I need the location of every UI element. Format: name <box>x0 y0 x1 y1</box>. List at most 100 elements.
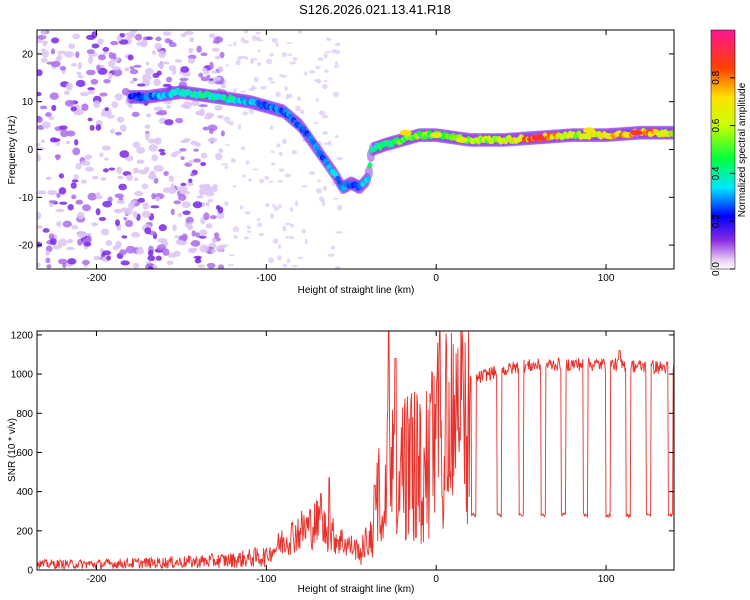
snr-plot-area <box>37 331 674 570</box>
spectrogram-noise-speckle <box>212 40 220 44</box>
spectrogram-noise-speckle <box>154 137 162 145</box>
spectrogram-noise-speckle <box>221 163 229 166</box>
spectrogram-noise-speckle <box>244 211 251 215</box>
spectrogram-noise-speckle <box>50 48 56 55</box>
spectrogram-xtick-label: -100 <box>256 273 276 284</box>
spectrogram-noise-speckle <box>225 120 231 124</box>
spectrogram-noise-speckle <box>62 220 73 228</box>
spectrogram-noise-speckle <box>106 255 111 261</box>
spectrogram-noise-speckle <box>248 108 255 115</box>
colorbar-tick-label: 0.4 <box>711 166 722 180</box>
spectrogram-noise-speckle <box>213 76 222 82</box>
spectrogram-noise-speckle <box>228 254 235 257</box>
spectrogram-hotspot <box>532 134 545 141</box>
spectrogram-noise-speckle <box>92 175 99 180</box>
spectrogram-noise-speckle <box>97 54 106 61</box>
spectrogram-noise-speckle <box>193 148 199 152</box>
spectrogram-noise-speckle <box>277 180 283 183</box>
spectrogram-noise-speckle <box>180 156 185 161</box>
spectrogram-noise-speckle <box>200 152 208 159</box>
spectrogram-noise-speckle <box>133 262 140 269</box>
spectrogram-noise-speckle <box>116 199 126 204</box>
spectrogram-noise-speckle <box>204 185 212 192</box>
spectrogram-noise-speckle <box>214 80 224 85</box>
spectrogram-noise-speckle <box>286 258 291 263</box>
spectrogram-noise-speckle <box>41 139 46 143</box>
spectrogram-noise-speckle <box>188 47 194 54</box>
spectrogram-noise-speckle <box>103 78 111 84</box>
spectrogram-noise-speckle <box>111 101 119 109</box>
spectrogram-noise-speckle <box>217 264 225 269</box>
spectrogram-noise-speckle <box>335 231 343 234</box>
spectrogram-noise-speckle <box>308 70 316 74</box>
spectrogram-noise-speckle <box>119 150 130 158</box>
spectrogram-noise-speckle <box>217 66 224 73</box>
spectrogram-noise-speckle <box>188 222 193 229</box>
spectrogram-noise-speckle <box>227 263 234 267</box>
spectrogram-noise-speckle <box>147 266 154 269</box>
spectrogram-noise-speckle <box>71 225 79 230</box>
spectrogram-noise-speckle <box>327 253 335 257</box>
spectrogram-noise-speckle <box>151 154 159 162</box>
spectrogram-noise-speckle <box>66 130 76 137</box>
spectrogram-noise-speckle <box>289 235 294 240</box>
spectrogram-noise-speckle <box>144 81 151 86</box>
spectrogram-noise-speckle <box>95 208 101 216</box>
snr-background <box>37 331 674 570</box>
spectrogram-noise-speckle <box>207 80 217 85</box>
spectrogram-noise-speckle <box>95 191 101 199</box>
spectrogram-noise-speckle <box>117 175 124 180</box>
spectrogram-noise-speckle <box>129 80 135 84</box>
spectrogram-noise-speckle <box>213 232 220 238</box>
spectrogram-noise-speckle <box>170 183 175 191</box>
spectrogram-noise-speckle <box>147 255 155 262</box>
spectrogram-noise-speckle <box>323 80 328 83</box>
spectrogram-noise-speckle <box>76 231 87 239</box>
spectrogram-noise-speckle <box>119 249 127 256</box>
spectrogram-hotspot <box>430 132 443 139</box>
spectrogram-noise-speckle <box>107 72 113 80</box>
spectrogram-noise-speckle <box>58 173 65 179</box>
spectrogram-noise-speckle <box>104 107 109 112</box>
spectrogram-noise-speckle <box>115 131 122 136</box>
spectrogram-noise-speckle <box>324 50 332 53</box>
spectrogram-noise-speckle <box>243 30 249 34</box>
spectrogram-noise-speckle <box>242 174 246 178</box>
spectrogram-noise-speckle <box>255 31 261 35</box>
spectrogram-noise-speckle <box>87 117 93 122</box>
spectrogram-noise-speckle <box>193 158 202 163</box>
spectrogram-noise-speckle <box>189 37 195 43</box>
spectrogram-noise-speckle <box>83 241 92 247</box>
spectrogram-noise-speckle <box>198 235 207 239</box>
spectrogram-noise-speckle <box>197 264 206 268</box>
spectrogram-noise-speckle <box>190 101 200 107</box>
spectrogram-noise-speckle <box>133 177 139 182</box>
spectrogram-noise-speckle <box>272 204 276 208</box>
spectrogram-noise-speckle <box>279 73 283 77</box>
spectrogram-noise-speckle <box>104 157 109 161</box>
spectrogram-noise-speckle <box>82 259 90 266</box>
colorbar-ticks: 0.0 0.2 0.4 0.6 0.8 <box>711 70 735 276</box>
spectrogram-noise-speckle <box>37 225 43 229</box>
spectrogram-noise-speckle <box>278 151 283 157</box>
spectrogram-noise-speckle <box>202 126 210 131</box>
spectrogram-hotspot <box>583 127 596 134</box>
spectrogram-noise-speckle <box>144 124 151 129</box>
spectrogram-noise-speckle <box>136 83 146 87</box>
spectrogram-noise-speckle <box>155 255 162 261</box>
spectrogram-noise-speckle <box>217 211 225 220</box>
spectrogram-ylabel: Frequency (Hz) <box>7 116 18 185</box>
spectrogram-ridge-core <box>301 125 307 132</box>
snr-frame <box>36 330 675 571</box>
spectrogram-noise-speckle <box>57 258 68 265</box>
spectrogram-noise-speckle <box>71 179 79 183</box>
spectrogram-noise-speckle <box>153 165 164 172</box>
colorbar-tick-label: 0.6 <box>711 118 722 132</box>
spectrogram-noise-speckle <box>103 51 109 55</box>
spectrogram-noise-speckle <box>190 173 196 177</box>
spectrogram-noise-speckle <box>75 199 84 205</box>
spectrogram-noise-speckle <box>308 171 316 175</box>
spectrogram-noise-speckle <box>105 239 113 246</box>
spectrogram-noise-speckle <box>200 162 207 167</box>
